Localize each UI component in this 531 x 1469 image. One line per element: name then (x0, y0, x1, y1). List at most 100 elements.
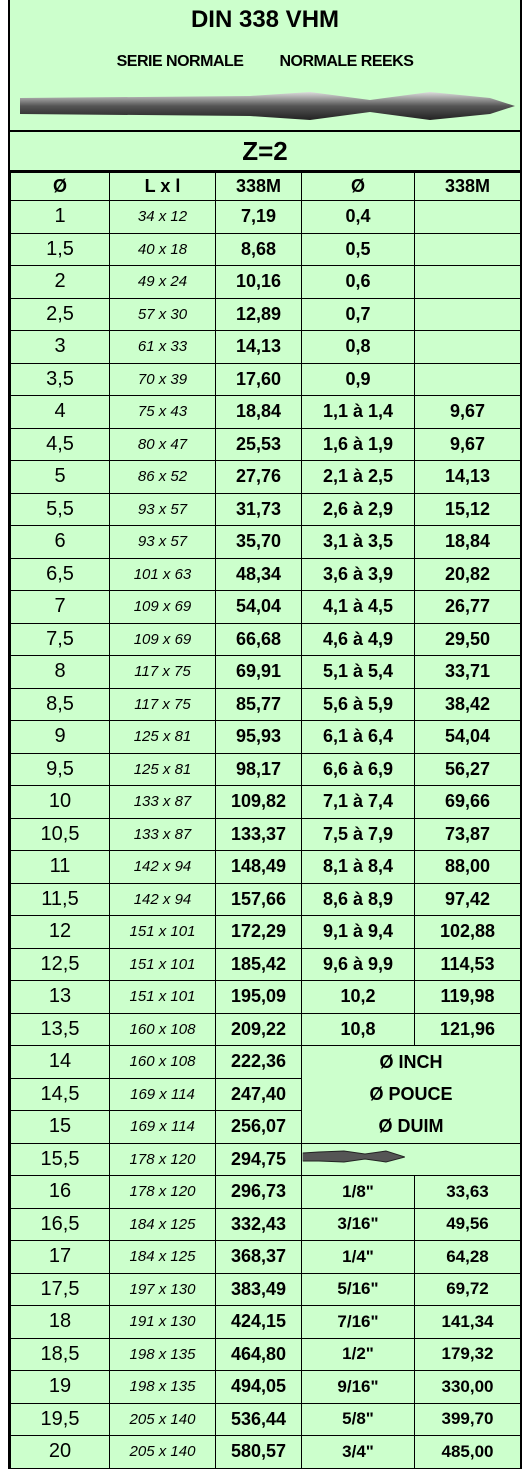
inch-heading: Ø DUIM (302, 1111, 521, 1144)
metric-price-cell: 14,13 (415, 461, 521, 494)
column-header: Ø (302, 173, 415, 201)
price-cell: 580,57 (216, 1436, 302, 1469)
dimensions-cell: 198 x 135 (110, 1371, 216, 1404)
drill-image (10, 84, 520, 132)
price-cell: 66,68 (216, 623, 302, 656)
inch-price-cell: 485,00 (415, 1436, 521, 1469)
metric-diameter-cell: 4,6 à 4,9 (302, 623, 415, 656)
dimensions-cell: 109 x 69 (110, 591, 216, 624)
price-cell: 48,34 (216, 558, 302, 591)
metric-diameter-cell: 5,6 à 5,9 (302, 688, 415, 721)
price-cell: 98,17 (216, 753, 302, 786)
inch-size-cell: 3/16" (302, 1208, 415, 1241)
diameter-cell: 4 (11, 396, 110, 429)
metric-diameter-cell: 6,6 à 6,9 (302, 753, 415, 786)
inch-size-cell: 1/4" (302, 1241, 415, 1274)
empty-cell (415, 298, 521, 331)
dimensions-cell: 40 x 18 (110, 233, 216, 266)
price-cell: 185,42 (216, 948, 302, 981)
diameter-cell: 3,5 (11, 363, 110, 396)
inch-price-cell: 49,56 (415, 1208, 521, 1241)
empty-cell (415, 201, 521, 234)
diameter-cell: 5 (11, 461, 110, 494)
inch-size-cell: 1/2" (302, 1338, 415, 1371)
metric-diameter-cell: 6,1 à 6,4 (302, 721, 415, 754)
metric-price-cell: 33,71 (415, 656, 521, 689)
diameter-cell: 7 (11, 591, 110, 624)
metric-price-cell: 121,96 (415, 1013, 521, 1046)
dimensions-cell: 184 x 125 (110, 1208, 216, 1241)
metric-diameter-cell: 2,6 à 2,9 (302, 493, 415, 526)
inch-heading: Ø INCH (302, 1046, 521, 1079)
dimensions-cell: 142 x 94 (110, 851, 216, 884)
diameter-cell: 6,5 (11, 558, 110, 591)
metric-diameter-cell: 9,6 à 9,9 (302, 948, 415, 981)
diameter-cell: 11,5 (11, 883, 110, 916)
inch-size-cell: 3/4" (302, 1436, 415, 1469)
dimensions-cell: 151 x 101 (110, 981, 216, 1014)
price-cell: 296,73 (216, 1176, 302, 1209)
diameter-cell: 2,5 (11, 298, 110, 331)
dimensions-cell: 70 x 39 (110, 363, 216, 396)
inch-heading: Ø POUCE (302, 1078, 521, 1111)
dimensions-cell: 80 x 47 (110, 428, 216, 461)
price-cell: 85,77 (216, 688, 302, 721)
inch-price-cell: 33,63 (415, 1176, 521, 1209)
dimensions-cell: 169 x 114 (110, 1111, 216, 1144)
diameter-cell: 1,5 (11, 233, 110, 266)
dimensions-cell: 151 x 101 (110, 948, 216, 981)
metric-diameter-cell: 0,7 (302, 298, 415, 331)
dimensions-cell: 125 x 81 (110, 721, 216, 754)
diameter-cell: 13,5 (11, 1013, 110, 1046)
diameter-cell: 6 (11, 526, 110, 559)
price-cell: 54,04 (216, 591, 302, 624)
price-cell: 424,15 (216, 1306, 302, 1339)
diameter-cell: 14 (11, 1046, 110, 1079)
price-cell: 536,44 (216, 1403, 302, 1436)
price-cell: 294,75 (216, 1143, 302, 1176)
diameter-cell: 5,5 (11, 493, 110, 526)
empty-cell (415, 233, 521, 266)
price-cell: 494,05 (216, 1371, 302, 1404)
price-cell: 332,43 (216, 1208, 302, 1241)
dimensions-cell: 49 x 24 (110, 266, 216, 299)
metric-diameter-cell: 4,1 à 4,5 (302, 591, 415, 624)
price-cell: 383,49 (216, 1273, 302, 1306)
diameter-cell: 9 (11, 721, 110, 754)
diameter-cell: 17 (11, 1241, 110, 1274)
inch-size-cell: 9/16" (302, 1371, 415, 1404)
column-header: 338M (216, 173, 302, 201)
price-cell: 148,49 (216, 851, 302, 884)
price-cell: 172,29 (216, 916, 302, 949)
price-cell: 7,19 (216, 201, 302, 234)
dimensions-cell: 151 x 101 (110, 916, 216, 949)
dimensions-cell: 178 x 120 (110, 1176, 216, 1209)
diameter-cell: 2 (11, 266, 110, 299)
metric-diameter-cell: 10,8 (302, 1013, 415, 1046)
metric-price-cell: 102,88 (415, 916, 521, 949)
diameter-cell: 7,5 (11, 623, 110, 656)
price-cell: 247,40 (216, 1078, 302, 1111)
diameter-cell: 20 (11, 1436, 110, 1469)
